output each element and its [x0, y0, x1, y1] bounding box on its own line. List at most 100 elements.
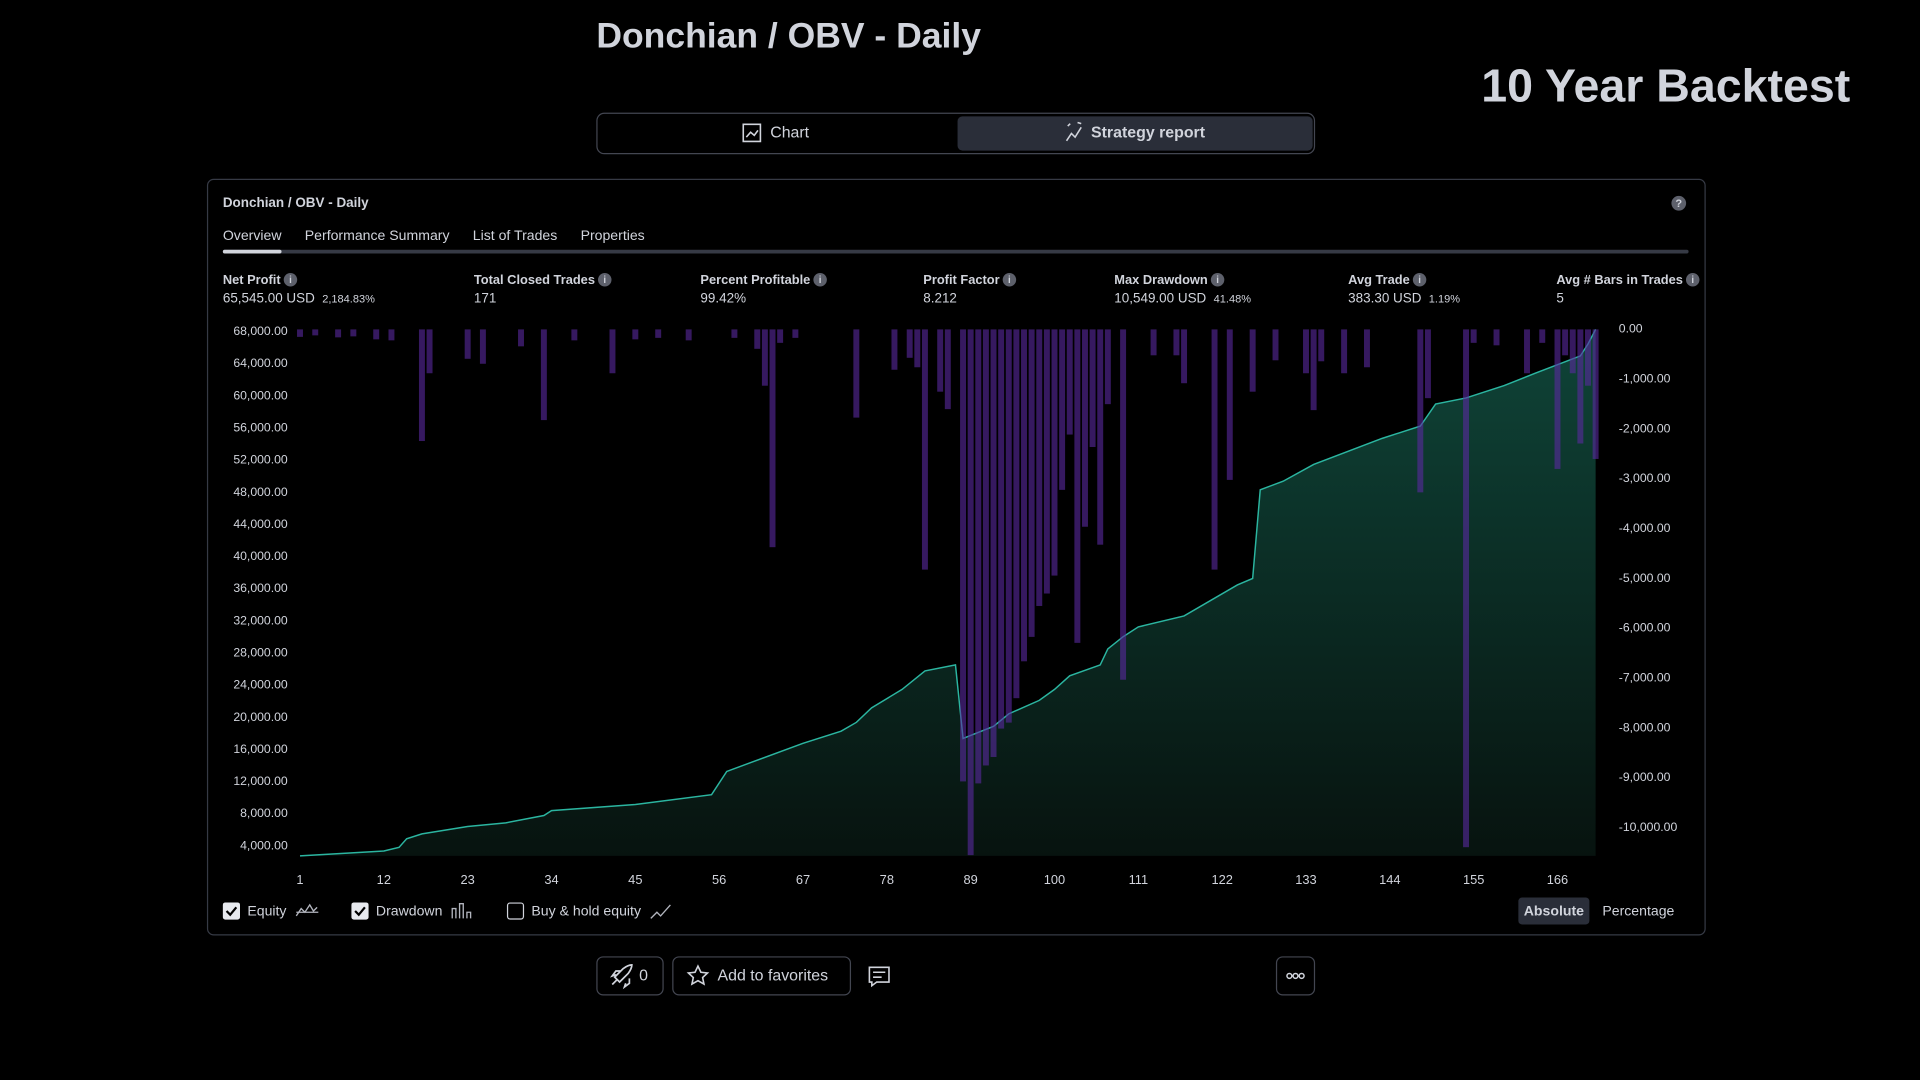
- y2-tick-label: -6,000.00: [1619, 621, 1671, 635]
- series-toggle[interactable]: Buy & hold equity: [506, 902, 671, 920]
- view-tabs: Chart Strategy report: [742, 116, 1313, 151]
- view-tab-label: Chart: [770, 125, 809, 142]
- metric-value: 10,549.00 USD: [1114, 290, 1206, 305]
- drawdown-bar: [1021, 329, 1027, 662]
- report-tab[interactable]: Properties: [581, 227, 645, 243]
- metric-secondary: 2,184.83%: [322, 293, 375, 305]
- drawdown-bar: [1051, 329, 1058, 576]
- y-tick-label: 56,000.00: [233, 420, 288, 434]
- tab-track: [222, 249, 1689, 254]
- y-tick-label: 12,000.00: [233, 774, 288, 788]
- report-tab[interactable]: Overview: [223, 227, 283, 243]
- x-tick-label: 1: [296, 872, 303, 887]
- drawdown-bar: [418, 329, 425, 442]
- scale-mode[interactable]: Absolute: [1518, 897, 1590, 925]
- view-tab[interactable]: Strategy report: [957, 116, 1313, 151]
- y2-tick-label: 0.00: [1619, 322, 1643, 336]
- drawdown-bar: [769, 329, 776, 548]
- drawdown-bar: [1569, 329, 1576, 374]
- toggle-label: Equity: [247, 902, 287, 918]
- scale-mode[interactable]: Percentage: [1602, 902, 1674, 918]
- chart: 4,000.00 8,000.00 12,000.00 16,000.00 20,000…: [233, 322, 1677, 887]
- info-icon[interactable]: [1002, 273, 1017, 287]
- x-tick-label: 100: [1044, 872, 1065, 887]
- x-tick-label: 122: [1211, 872, 1232, 887]
- drawdown-bar: [1082, 329, 1088, 527]
- drawdown-bar: [1211, 329, 1218, 570]
- drawdown-bar: [1036, 329, 1043, 606]
- y-tick-label: 16,000.00: [233, 742, 288, 756]
- drawdown-bar: [1059, 329, 1066, 490]
- drawdown-bar: [1013, 329, 1020, 699]
- drawdown-bar: [761, 329, 768, 386]
- view-tab[interactable]: Chart: [742, 123, 810, 143]
- favorite-button[interactable]: Add to favorites: [672, 956, 852, 996]
- toggle-icon: [650, 904, 671, 919]
- drawdown-bar: [1585, 329, 1591, 386]
- x-tick-label: 23: [461, 872, 475, 887]
- report-tab[interactable]: Performance Summary: [305, 227, 451, 243]
- info-icon[interactable]: [283, 273, 298, 287]
- x-tick-label: 89: [964, 872, 978, 887]
- boost-button[interactable]: 0: [596, 956, 664, 996]
- metric-value: 99.42%: [700, 290, 746, 305]
- series-toggles: Equity Drawdown Buy & hold equity: [222, 902, 671, 920]
- series-toggle[interactable]: Equity: [222, 902, 319, 920]
- drawdown-bar: [731, 329, 738, 338]
- x-tick-label: 56: [712, 872, 726, 887]
- drawdown-bar: [540, 329, 547, 421]
- y2-tick-label: -7,000.00: [1619, 670, 1671, 684]
- metric-label: Percent Profitable: [700, 272, 810, 287]
- y-tick-label: 36,000.00: [233, 581, 288, 595]
- view-tab-selected: [957, 116, 1313, 151]
- info-icon[interactable]: [813, 273, 827, 287]
- scale-mode-label: Absolute: [1524, 902, 1584, 918]
- x-tick-label: 12: [377, 872, 391, 887]
- toggle-label: Drawdown: [376, 902, 443, 918]
- equity-line: [299, 329, 1597, 857]
- comments-button[interactable]: [868, 966, 890, 988]
- drawdown-bar: [1318, 329, 1325, 362]
- y2-tick-label: -2,000.00: [1619, 421, 1671, 435]
- drawdown-bar: [1470, 329, 1477, 343]
- y2-tick-label: -5,000.00: [1619, 571, 1671, 585]
- metric-label: Avg Trade: [1348, 272, 1410, 287]
- drawdown-bar: [1028, 329, 1035, 637]
- drawdown-bar: [1524, 329, 1530, 374]
- drawdown-bar: [914, 329, 921, 368]
- toggle-icon: [451, 903, 472, 919]
- y-tick-label: 20,000.00: [233, 710, 288, 724]
- more-button[interactable]: [1275, 956, 1316, 996]
- y-tick-label: 48,000.00: [233, 485, 288, 499]
- report-tabs: Overview Performance Summary List of Trade…: [222, 227, 645, 254]
- drawdown-bar: [297, 329, 303, 337]
- x-tick-label: 45: [628, 872, 642, 887]
- info-glyph: i: [1216, 275, 1219, 286]
- checkbox-checked: [222, 902, 240, 920]
- metric-value: 5: [1556, 290, 1563, 305]
- metric-value: 8.212: [923, 290, 957, 305]
- info-icon[interactable]: [1210, 273, 1225, 287]
- drawdown-bar: [1173, 329, 1180, 356]
- info-icon[interactable]: [598, 273, 612, 287]
- x-tick-label: 78: [880, 872, 894, 887]
- report-tab[interactable]: List of Trades: [473, 227, 558, 243]
- metric-value: 171: [474, 290, 496, 305]
- metric-value: 65,545.00 USD: [223, 290, 315, 305]
- drawdown-bar: [1272, 329, 1279, 361]
- metric-label: Max Drawdown: [1114, 272, 1208, 287]
- drawdown-bar: [1539, 329, 1546, 343]
- y-tick-label: 4,000.00: [240, 838, 288, 852]
- drawdown-bar: [1150, 329, 1157, 356]
- x-tick-label: 111: [1129, 872, 1149, 887]
- drawdown-bar: [1104, 329, 1111, 405]
- help-icon[interactable]: ?: [1671, 195, 1687, 211]
- y-tick-label: 8,000.00: [240, 806, 288, 820]
- series-toggle[interactable]: Drawdown: [351, 902, 472, 920]
- info-icon[interactable]: [1685, 273, 1700, 287]
- drawdown-bar: [609, 329, 616, 374]
- drawdown-bar: [1043, 329, 1050, 594]
- info-icon[interactable]: [1412, 273, 1427, 287]
